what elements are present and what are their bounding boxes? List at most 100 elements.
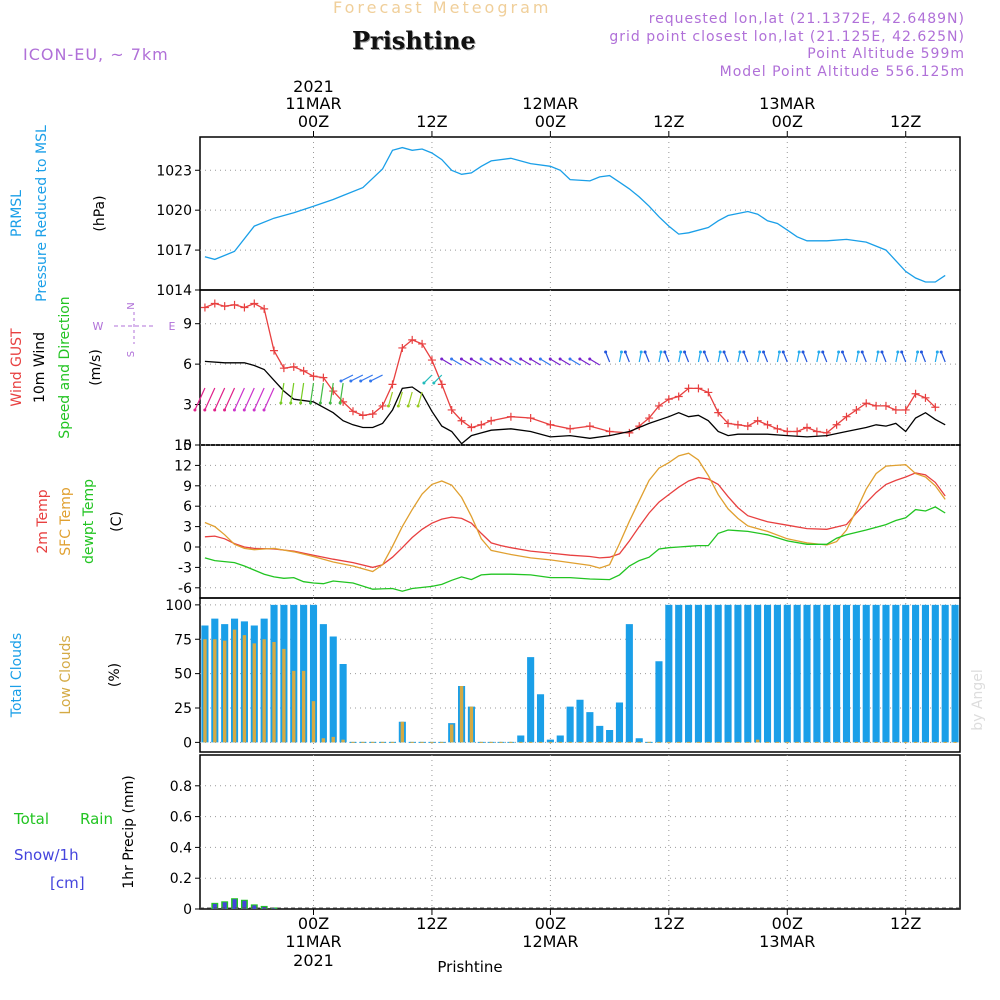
gust-point	[803, 423, 812, 432]
gust-point	[230, 300, 239, 309]
gust-point	[645, 414, 654, 423]
gust-point	[783, 427, 792, 436]
total-cloud-bar	[951, 604, 959, 743]
low-cloud-bar	[203, 639, 207, 743]
compass-north: N	[126, 302, 137, 309]
wind-direction-arrow	[214, 387, 226, 411]
low-cloud-bar	[341, 739, 345, 743]
wind-arrow-head	[459, 357, 463, 361]
wind-direction-arrow	[470, 358, 482, 366]
gust-point	[733, 420, 742, 429]
wind-direction-arrow	[881, 351, 887, 363]
gust-point	[921, 393, 930, 402]
wind-direction-arrow	[441, 358, 452, 366]
clouds-ytick-label: 50	[174, 667, 192, 683]
clouds-frame	[199, 597, 961, 753]
wind-arrow-head	[876, 350, 880, 354]
wind-arrow-head	[663, 350, 667, 354]
total-cloud-bar	[625, 624, 633, 743]
wind-direction-arrow	[263, 387, 275, 411]
wind-direction-arrow	[290, 382, 295, 404]
wind-arrow-head	[359, 379, 363, 383]
gust-point	[743, 422, 752, 431]
total-cloud-bar	[685, 604, 693, 743]
precip-legend-rain: Rain	[80, 810, 113, 828]
total-cloud-bar	[803, 604, 811, 743]
wind-arrow-head	[349, 379, 353, 383]
wind-arrow-head	[604, 350, 608, 354]
snow-bar	[222, 902, 227, 909]
total-cloud-bar	[734, 604, 742, 743]
total-cloud-bar	[912, 604, 920, 743]
wind-arrow-head	[479, 357, 483, 361]
wind-direction-arrow	[569, 358, 581, 366]
pressure-ytick-label: 1023	[156, 163, 192, 179]
low-cloud-bar	[272, 642, 276, 743]
gust-point	[566, 424, 575, 433]
gust-point	[625, 428, 634, 437]
wind-direction-arrows	[193, 350, 946, 412]
precip-legend-unit: [cm]	[50, 874, 85, 892]
gust-point	[250, 299, 259, 308]
wind-direction-arrow	[697, 351, 702, 363]
gust-point	[418, 339, 427, 348]
wind-arrow-head	[318, 401, 322, 405]
wind-direction-arrow	[280, 382, 285, 404]
model-altitude: Model Point Altitude 556.125m	[719, 64, 965, 80]
low-cloud-bar	[282, 648, 286, 743]
temperature-series-0	[204, 472, 946, 569]
wind-arrow-head	[623, 350, 627, 354]
grid-point-coordinates: grid point closest lon,lat (21.125E, 42.…	[609, 29, 965, 45]
wind-direction-arrow	[796, 351, 800, 363]
precip-ylabel: 1hr Precip (mm)	[121, 775, 137, 888]
wind-direction-arrow	[855, 351, 859, 363]
low-cloud-bar	[450, 724, 454, 743]
total-cloud-bar	[665, 604, 673, 743]
low-cloud-bar	[459, 686, 464, 743]
low-cloud-bar	[301, 670, 306, 743]
top-axis-date-label: 13MAR	[759, 94, 815, 113]
wind-arrow-head	[683, 350, 687, 354]
gust-point	[467, 423, 476, 432]
gust-point	[408, 335, 417, 344]
low-cloud-bar	[232, 629, 237, 743]
gust-point	[388, 380, 397, 389]
point-altitude: Point Altitude 599m	[807, 46, 965, 62]
gust-point	[348, 407, 357, 416]
compass-south: S	[126, 351, 137, 357]
gust-point	[506, 412, 515, 421]
requested-coordinates: requested lon,lat (21.1372E, 42.6489N)	[648, 11, 965, 27]
gust-point	[842, 412, 851, 421]
low-cloud-bar	[755, 739, 760, 743]
bottom-axis-hour-label: 00Z	[772, 914, 803, 933]
total-cloud-bar	[892, 604, 900, 743]
wind-direction-arrow	[618, 351, 623, 363]
wind-direction-arrow	[309, 382, 315, 404]
gust-point	[714, 408, 723, 417]
gust-point	[526, 414, 535, 423]
wind-arrow-head	[499, 357, 503, 361]
pressure-ylabel: Pressure Reduced to MSL	[34, 125, 50, 302]
temperature-ytick-label: 3	[183, 520, 192, 536]
gust-point	[605, 427, 614, 436]
gust-point	[427, 356, 436, 365]
wind-direction-arrow	[339, 382, 344, 404]
total-cloud-bar	[882, 604, 890, 743]
wind-direction-arrow	[743, 351, 749, 363]
wind-direction-arrow	[901, 351, 907, 363]
gust-point	[487, 416, 496, 425]
snow-bar	[272, 908, 276, 909]
wind-arrow-head	[450, 357, 454, 361]
wind-direction-arrow	[243, 387, 255, 411]
wind-direction-arrow	[776, 351, 780, 363]
total-cloud-bar	[783, 604, 791, 743]
wind-ytick-label: 0	[183, 438, 192, 454]
wind-arrow-head	[742, 350, 746, 354]
total-cloud-bar	[655, 661, 663, 743]
gust-point	[862, 399, 871, 408]
gust-point	[753, 416, 762, 425]
wind-direction-arrow	[723, 351, 729, 363]
wind-direction-arrow	[589, 358, 601, 366]
